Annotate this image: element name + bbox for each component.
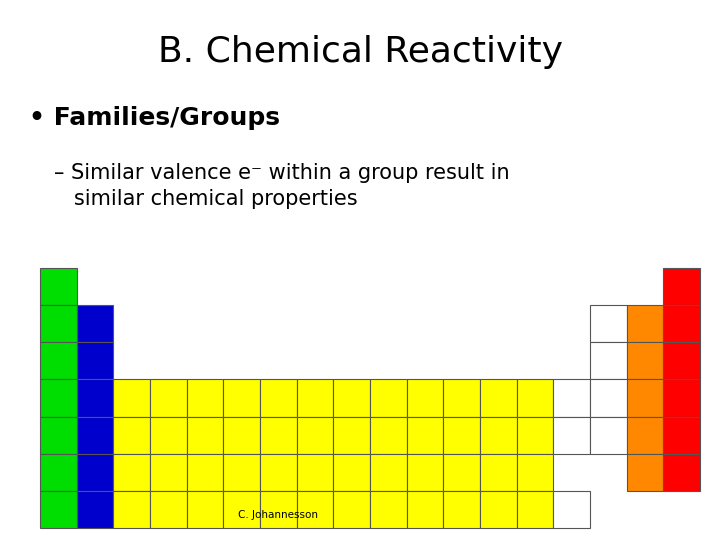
Bar [186, 454, 223, 491]
Bar [517, 416, 554, 454]
Bar [480, 454, 517, 491]
Bar [626, 416, 663, 454]
Bar [663, 342, 700, 380]
Bar [186, 416, 223, 454]
Bar [113, 491, 150, 528]
Bar [186, 380, 223, 416]
Bar [150, 491, 186, 528]
Bar [113, 380, 150, 416]
Bar [40, 454, 76, 491]
Bar [480, 416, 517, 454]
Bar [517, 380, 554, 416]
Bar [40, 342, 76, 380]
Bar [554, 491, 590, 528]
Bar [333, 491, 370, 528]
Text: – Similar valence e⁻ within a group result in
   similar chemical properties: – Similar valence e⁻ within a group resu… [54, 163, 510, 210]
Bar [40, 268, 76, 305]
Bar [590, 342, 626, 380]
Bar [480, 491, 517, 528]
Text: C. Johannesson: C. Johannesson [238, 510, 318, 520]
Bar [223, 454, 260, 491]
Bar [444, 454, 480, 491]
Bar [40, 416, 76, 454]
Bar [223, 491, 260, 528]
Bar [407, 380, 444, 416]
Bar [626, 305, 663, 342]
Bar [76, 416, 113, 454]
Bar [444, 416, 480, 454]
Bar [663, 416, 700, 454]
Bar [113, 454, 150, 491]
Bar [113, 416, 150, 454]
Bar [40, 491, 76, 528]
Bar [76, 342, 113, 380]
Bar [76, 491, 113, 528]
Bar [626, 380, 663, 416]
Bar [76, 305, 113, 342]
Bar [370, 416, 407, 454]
Bar [663, 380, 700, 416]
Bar [407, 491, 444, 528]
Bar [333, 454, 370, 491]
Bar [260, 454, 297, 491]
Bar [554, 380, 590, 416]
Bar [370, 491, 407, 528]
Bar [76, 454, 113, 491]
Bar [297, 454, 333, 491]
Bar [626, 342, 663, 380]
Bar [407, 416, 444, 454]
Bar [590, 416, 626, 454]
Bar [333, 416, 370, 454]
Bar [370, 454, 407, 491]
Bar [554, 416, 590, 454]
Bar [663, 454, 700, 491]
Bar [444, 491, 480, 528]
Bar [407, 454, 444, 491]
Bar [260, 416, 297, 454]
Bar [517, 491, 554, 528]
Bar [663, 305, 700, 342]
Text: B. Chemical Reactivity: B. Chemical Reactivity [158, 35, 562, 69]
Bar [76, 380, 113, 416]
Bar [260, 491, 297, 528]
Bar [590, 305, 626, 342]
Bar [260, 380, 297, 416]
Bar [297, 491, 333, 528]
Bar [223, 416, 260, 454]
Bar [297, 416, 333, 454]
Bar [626, 454, 663, 491]
Bar [150, 454, 186, 491]
Bar [333, 380, 370, 416]
Bar [297, 380, 333, 416]
Bar [444, 380, 480, 416]
Text: • Families/Groups: • Families/Groups [29, 106, 280, 130]
Bar [186, 491, 223, 528]
Bar [590, 380, 626, 416]
Bar [40, 305, 76, 342]
Bar [517, 454, 554, 491]
Bar [223, 380, 260, 416]
Bar [480, 380, 517, 416]
Bar [40, 380, 76, 416]
Bar [150, 380, 186, 416]
Bar [663, 268, 700, 305]
Bar [370, 380, 407, 416]
Bar [150, 416, 186, 454]
